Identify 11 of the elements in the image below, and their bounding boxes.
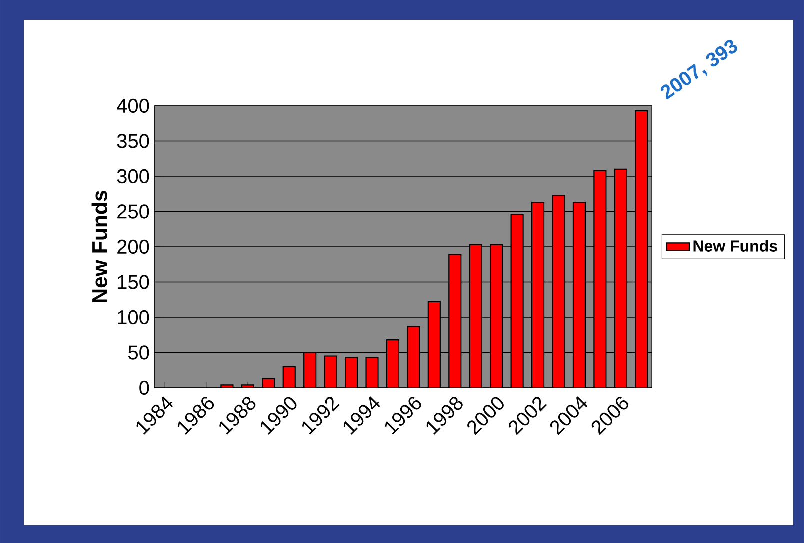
y-tick-label: 0 bbox=[140, 380, 150, 396]
y-tick-label: 300 bbox=[117, 169, 150, 184]
y-tick-label: 100 bbox=[118, 310, 150, 325]
legend-label: New Funds bbox=[694, 240, 778, 252]
y-tick-label: 150 bbox=[118, 275, 150, 290]
y-tick-label: 350 bbox=[117, 134, 150, 148]
y-tick-label: 400 bbox=[117, 98, 150, 114]
y-tick-label: 200 bbox=[118, 240, 150, 254]
y-tick-label: 250 bbox=[118, 204, 150, 219]
y-axis-title: New Funds bbox=[92, 191, 108, 302]
y-tick-label: 50 bbox=[128, 346, 150, 360]
